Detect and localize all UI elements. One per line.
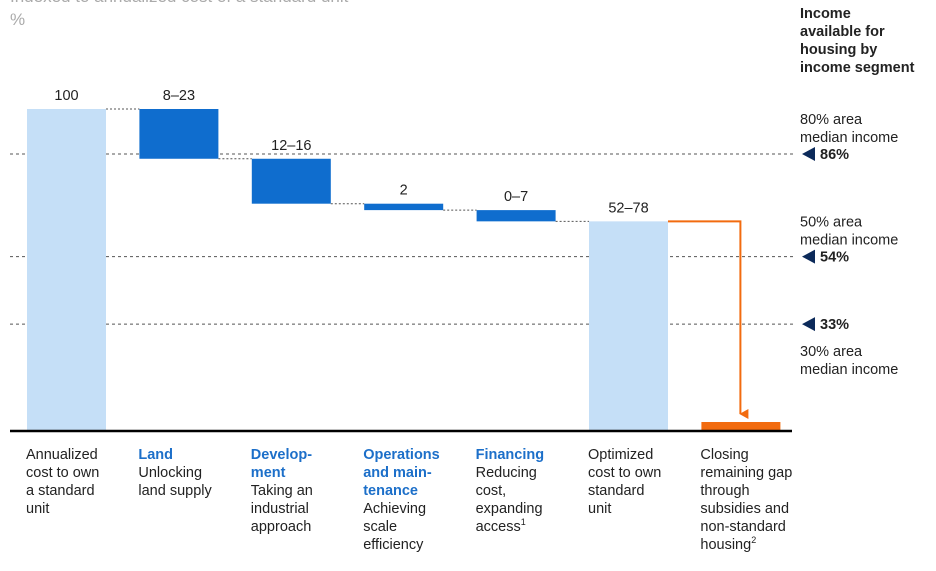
category-line: access [476,519,521,535]
category-text: Reducing [476,465,537,481]
side-heading: Income [800,6,851,22]
footnote-mark: 2 [751,535,756,545]
subtitle: % [10,10,25,29]
category-text: through [700,483,749,499]
reference-label: 33% [820,317,849,333]
category-text: Closing [700,447,748,463]
bar [251,158,331,204]
value-label: 2 [400,183,408,199]
value-label: 0–7 [504,189,528,205]
reference-text: 30% area [800,344,863,360]
reference-arrow [802,249,815,264]
category-text: a standard [26,483,95,499]
category-line: unit [26,501,49,517]
category-text: standard [588,483,644,499]
bar [364,203,444,211]
category-text: cost to own [26,465,99,481]
category-line: non-standard [700,519,785,535]
bar [139,109,219,159]
category-line: Achieving [363,501,426,517]
reference-arrow [802,317,815,332]
subtitle: Indexed to annualized cost of a standard… [10,0,349,6]
category-heading: Develop- [251,447,312,463]
reference-text: median income [800,130,898,146]
category-line: expanding [476,501,543,517]
category-text: Achieving [363,501,426,517]
category-line: remaining gap [700,465,792,481]
category-text: industrial [251,501,309,517]
category-line: scale [363,519,397,535]
category-line: efficiency [363,537,424,553]
category-text: land supply [138,483,212,499]
reference-label: 86% [820,147,849,163]
category-line: land supply [138,483,212,499]
gap-arrow [668,220,749,419]
category-heading: Operations [363,447,440,463]
category-line: unit [588,501,611,517]
category-line: approach [251,519,311,535]
category-text: approach [251,519,311,535]
value-label: 52–78 [608,200,648,216]
category-heading: tenance [363,483,418,499]
bar [27,109,106,430]
reference-text: 50% area [800,215,863,231]
category-text: housing2 [700,535,756,553]
category-text: Optimized [588,447,653,463]
category-line: Reducing [476,465,537,481]
side-heading: income segment [800,60,915,76]
bar [589,221,668,430]
side-heading: housing by [800,42,877,58]
category-line: housing [700,537,751,553]
category-text: Annualized [26,447,98,463]
category-line: Annualized [26,447,98,463]
category-heading: Financing [476,447,544,463]
reference-text: median income [800,362,898,378]
side-heading: available for [800,24,885,40]
category-text: Unlocking [138,465,202,481]
category-text: remaining gap [700,465,792,481]
category-text: Taking an [251,483,313,499]
category-text: subsidies and [700,501,789,517]
category-line: cost, [476,483,507,499]
category-line: through [700,483,749,499]
value-label: 100 [54,88,78,104]
footnote-mark: 1 [521,517,526,527]
bar [476,210,556,222]
value-label: 12–16 [271,138,311,154]
category-text: expanding [476,501,543,517]
category-text: access1 [476,517,526,535]
category-line: industrial [251,501,309,517]
category-heading: Land [138,447,173,463]
reference-text: median income [800,233,898,249]
category-text: unit [26,501,49,517]
category-line: standard [588,483,644,499]
reference-text: 80% area [800,112,863,128]
category-text: unit [588,501,611,517]
category-text: cost, [476,483,507,499]
category-line: Optimized [588,447,653,463]
category-text: efficiency [363,537,424,553]
category-text: scale [363,519,397,535]
reference-arrow [802,146,815,161]
gap-bar [701,422,781,430]
value-label: 8–23 [163,88,195,104]
category-text: non-standard [700,519,785,535]
category-line: Taking an [251,483,313,499]
category-heading: ment [251,465,286,481]
category-text: cost to own [588,465,661,481]
category-line: Unlocking [138,465,202,481]
category-line: cost to own [588,465,661,481]
category-line: a standard [26,483,95,499]
reference-label: 54% [820,250,849,266]
category-line: Closing [700,447,748,463]
category-line: subsidies and [700,501,789,517]
category-line: cost to own [26,465,99,481]
category-heading: and main- [363,465,432,481]
